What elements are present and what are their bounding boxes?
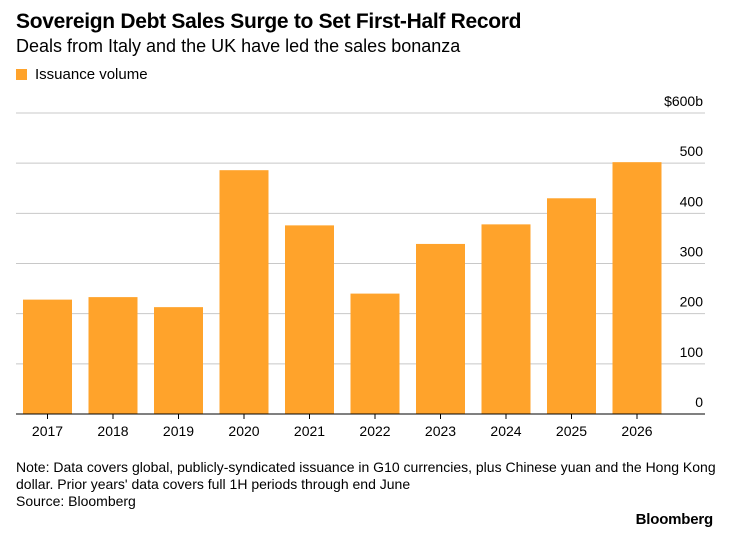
bar: [219, 170, 269, 414]
bar-chart: 0 100 200 300 400 500 $600b 2017 2018 2019 2020 202…: [16, 93, 705, 439]
x-tick-label: 2023: [425, 423, 456, 439]
legend-label: Issuance volume: [35, 66, 148, 83]
bar: [481, 224, 531, 414]
bar: [547, 198, 596, 414]
y-tick-label: $600b: [664, 93, 703, 109]
x-tick-label: 2019: [163, 423, 194, 439]
y-tick-label: 100: [680, 344, 704, 360]
bar: [285, 225, 334, 414]
x-tick-label: 2024: [490, 423, 521, 439]
bar: [23, 299, 72, 414]
bar: [416, 243, 465, 414]
chart-title: Sovereign Debt Sales Surge to Set First-…: [16, 10, 522, 33]
x-tick-label: 2022: [359, 423, 390, 439]
x-tick-label: 2026: [621, 423, 652, 439]
x-tick-label: 2020: [228, 423, 259, 439]
x-tick-label: 2017: [32, 423, 63, 439]
footnote: Note: Data covers global, publicly-syndi…: [16, 459, 716, 492]
bar: [88, 297, 138, 414]
source-note: Source: Bloomberg: [16, 493, 136, 509]
bar: [612, 162, 662, 414]
bar: [154, 307, 203, 414]
x-tick-label: 2025: [556, 423, 587, 439]
y-tick-label: 0: [695, 394, 703, 410]
bloomberg-logo: Bloomberg: [635, 511, 714, 528]
bar: [350, 293, 400, 414]
x-tick-label: 2021: [294, 423, 325, 439]
x-tick-label: 2018: [97, 423, 128, 439]
y-tick-label: 200: [680, 294, 704, 310]
legend: Issuance volume: [16, 66, 148, 83]
legend-swatch: [16, 69, 27, 80]
y-tick-label: 500: [680, 143, 704, 159]
y-tick-label: 300: [680, 244, 704, 260]
chart-subtitle: Deals from Italy and the UK have led the…: [16, 36, 461, 56]
y-tick-label: 400: [680, 193, 704, 209]
